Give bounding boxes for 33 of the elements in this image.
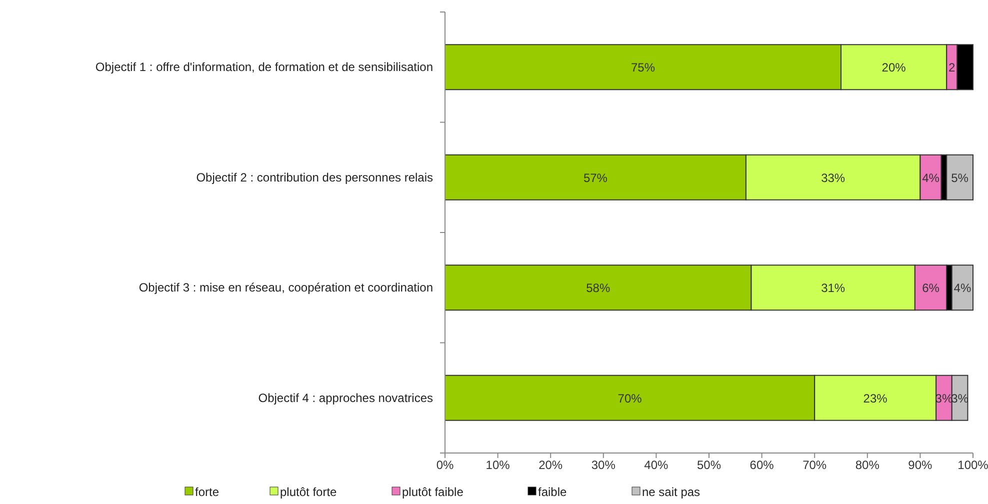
x-tick-label: 10% [486, 458, 510, 472]
x-tick-label: 50% [696, 458, 722, 472]
data-label: 5% [951, 170, 969, 185]
y-tick-label: Objectif 2 : contribution des personnes relais [196, 170, 433, 184]
x-tick-label: 80% [855, 458, 880, 472]
data-label: 4% [954, 281, 972, 296]
x-tick-label: 0% [436, 458, 454, 472]
legend-label: plutôt forte [280, 485, 338, 499]
data-label: 57% [583, 170, 608, 185]
x-tick-label: 20% [538, 458, 563, 472]
legend-label: plutôt faible [402, 485, 464, 499]
x-tick-label: 60% [750, 458, 774, 472]
x-tick-label: 30% [591, 458, 616, 472]
data-label: 23% [863, 391, 888, 406]
data-label: 31% [821, 281, 846, 296]
legend-label: ne sait pas [642, 485, 700, 499]
y-tick-label: Objectif 3 : mise en réseau, coopération et coordination [138, 280, 433, 295]
data-label: 70% [618, 391, 642, 406]
data-label: 4% [922, 170, 940, 185]
data-label: 33% [821, 170, 846, 185]
y-tick-label: Objectif 1 : offre d'information, de formation et de sensibilisation [95, 60, 433, 74]
legend-label: forte [195, 485, 220, 499]
legend-label: faible [538, 485, 568, 499]
x-tick-label: 40% [644, 458, 669, 472]
data-label: 58% [586, 281, 610, 296]
data-label: 6% [922, 281, 940, 296]
x-tick-label: 90% [908, 458, 933, 472]
data-label: 2 [948, 60, 956, 75]
data-label: 75% [630, 60, 656, 75]
data-label: 20% [882, 60, 906, 75]
x-tick-label: 70% [802, 458, 827, 472]
x-tick-label: 100% [958, 458, 988, 472]
y-tick-label: Objectif 4 : approches novatrices [258, 390, 433, 405]
